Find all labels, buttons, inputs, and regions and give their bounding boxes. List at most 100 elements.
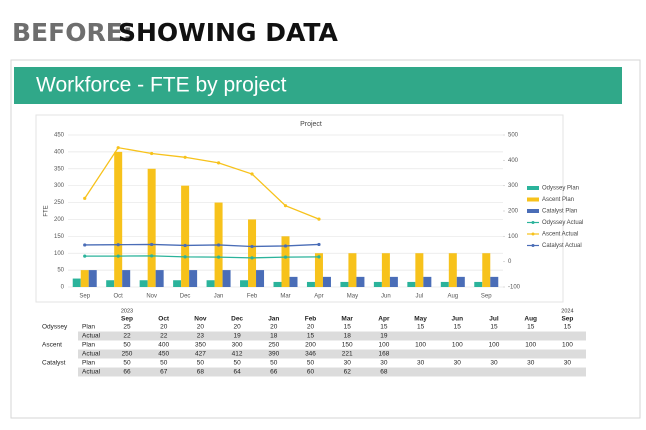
table-header: Apr (378, 316, 390, 323)
table-cell: 427 (195, 351, 206, 358)
line-marker (283, 204, 288, 208)
table-header: Oct (158, 316, 170, 323)
line-marker (183, 155, 187, 159)
table-header: Aug (524, 316, 537, 323)
line-marker (283, 244, 288, 248)
y-tick-label: 200 (54, 217, 65, 223)
x-tick-label: Jul (416, 294, 424, 300)
y-tick-label: 350 (54, 166, 65, 172)
table-kind: Actual (82, 369, 101, 376)
bar (248, 219, 257, 287)
table-cell: 100 (562, 342, 573, 349)
line-marker (216, 255, 221, 259)
table-cell: 168 (378, 351, 389, 358)
table-project: Odyssey (42, 324, 68, 331)
bar (114, 151, 123, 287)
bar (181, 185, 190, 287)
legend-label: Ascent Actual (542, 232, 578, 238)
y2-tick-label: 200 (508, 209, 519, 215)
x-tick-label: Jun (381, 294, 391, 300)
table-project: Ascent (42, 342, 62, 349)
y-tick-label: 450 (54, 133, 65, 139)
table-cell: 60 (307, 369, 315, 376)
table-cell: 390 (268, 351, 279, 358)
line (84, 255, 319, 259)
bar (122, 270, 131, 287)
table-kind: Plan (82, 360, 95, 367)
table-cell: 30 (564, 360, 572, 367)
line-marker (317, 255, 321, 259)
table-header: Jul (489, 316, 499, 323)
table-project: Catalyst (42, 360, 66, 367)
table-cell: 15 (564, 324, 572, 331)
legend-swatch (527, 186, 539, 190)
table-cell: 15 (527, 324, 535, 331)
table-cell: 30 (417, 360, 425, 367)
bar (381, 253, 390, 287)
bar (322, 276, 331, 287)
y-tick-label: 400 (54, 149, 65, 155)
line-marker (317, 217, 321, 221)
line (84, 146, 320, 220)
bar (80, 270, 89, 287)
table-cell: 346 (305, 351, 316, 358)
table-cell: 15 (454, 324, 462, 331)
title-banner (14, 67, 622, 104)
line-marker (116, 243, 120, 247)
bar (72, 278, 81, 287)
table-cell: 67 (160, 369, 168, 376)
bar (356, 276, 365, 287)
line-marker (250, 244, 254, 249)
table-cell: 66 (270, 369, 278, 376)
x-tick-label: Aug (447, 294, 458, 300)
bar (482, 253, 491, 287)
x-tick-label: Nov (146, 294, 157, 300)
bar (340, 281, 349, 287)
line-marker (116, 254, 120, 258)
table-cell: 450 (158, 351, 169, 358)
table-cell: 30 (454, 360, 462, 367)
legend-label: Ascent Plan (542, 197, 574, 203)
table-cell: 20 (197, 324, 205, 331)
table-cell: 100 (415, 342, 426, 349)
y-tick-label: 300 (54, 183, 65, 189)
bar (306, 281, 315, 287)
table-cell: 15 (344, 324, 352, 331)
x-tick-label: Oct (114, 294, 124, 300)
legend-label: Catalyst Plan (542, 209, 577, 215)
legend-swatch (531, 244, 535, 247)
table-header: Jun (452, 316, 464, 323)
y-tick-label: 0 (61, 285, 65, 291)
table-cell: 15 (380, 324, 388, 331)
table-cell: 221 (342, 351, 353, 358)
line-marker (83, 196, 87, 200)
table-cell: 15 (417, 324, 425, 331)
line-marker (150, 242, 154, 247)
bar (281, 236, 290, 287)
table-header: Dec (231, 316, 243, 323)
table-cell: 19 (233, 333, 241, 340)
table-kind: Actual (82, 333, 101, 340)
bar (240, 280, 249, 287)
x-tick-label: Mar (280, 294, 290, 300)
slide-title: Workforce - FTE by project (36, 74, 287, 97)
table-row-shade (78, 367, 586, 377)
legend-label: Catalyst Actual (542, 243, 582, 249)
bar (155, 270, 164, 287)
y2-tick-label: 300 (508, 183, 519, 189)
table-cell: 18 (344, 333, 352, 340)
bar (448, 253, 457, 287)
bar (189, 270, 198, 287)
table-cell: 50 (270, 360, 278, 367)
line-marker (250, 172, 254, 176)
legend-swatch (527, 197, 539, 202)
table-cell: 50 (233, 360, 241, 367)
line-marker (116, 146, 120, 150)
bar (407, 281, 416, 287)
y-tick-label: 150 (54, 234, 65, 240)
table-year: 2024 (561, 308, 573, 314)
legend-swatch (531, 221, 535, 224)
table-cell: 25 (123, 324, 131, 331)
table-row-shade (78, 349, 586, 359)
